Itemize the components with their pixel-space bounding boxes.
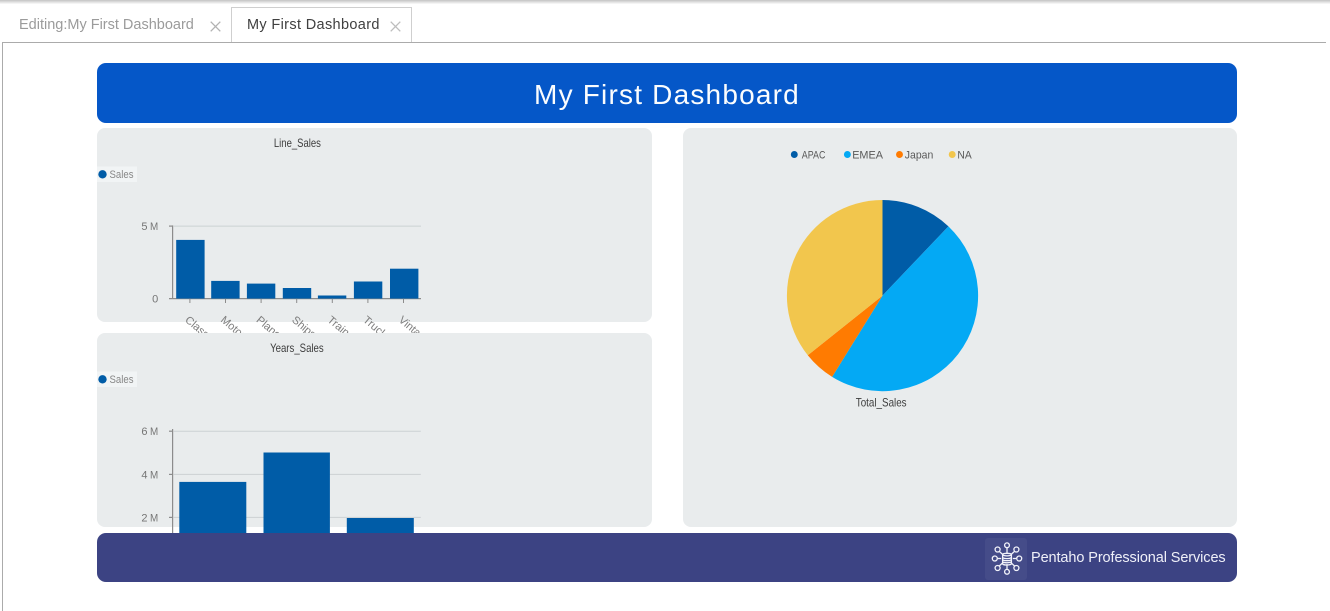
svg-text:Japan: Japan <box>905 150 934 162</box>
svg-text:2: 2 <box>141 512 147 524</box>
svg-text:M: M <box>150 469 158 481</box>
svg-text:5: 5 <box>141 221 147 233</box>
svg-text:4: 4 <box>141 469 147 481</box>
svg-text:M: M <box>150 426 158 438</box>
svg-text:Sales: Sales <box>110 374 134 386</box>
svg-text:Total_Sales: Total_Sales <box>856 395 907 409</box>
svg-text:M: M <box>150 221 158 233</box>
svg-text:Vintage Cars: Vintage Cars <box>396 314 453 333</box>
svg-text:0: 0 <box>152 294 158 306</box>
svg-text:M: M <box>150 512 158 524</box>
svg-text:NA: NA <box>957 150 972 162</box>
svg-text:6: 6 <box>141 426 147 438</box>
svg-text:Planes: Planes <box>254 314 288 333</box>
svg-text:Sales: Sales <box>110 169 134 181</box>
svg-text:Years_Sales: Years_Sales <box>270 341 324 355</box>
svg-text:Trains: Trains <box>325 314 356 333</box>
svg-text:Ships: Ships <box>289 314 318 333</box>
svg-text:EMEA: EMEA <box>852 150 883 162</box>
svg-text:Line_Sales: Line_Sales <box>274 136 321 150</box>
svg-text:APAC: APAC <box>802 150 826 162</box>
